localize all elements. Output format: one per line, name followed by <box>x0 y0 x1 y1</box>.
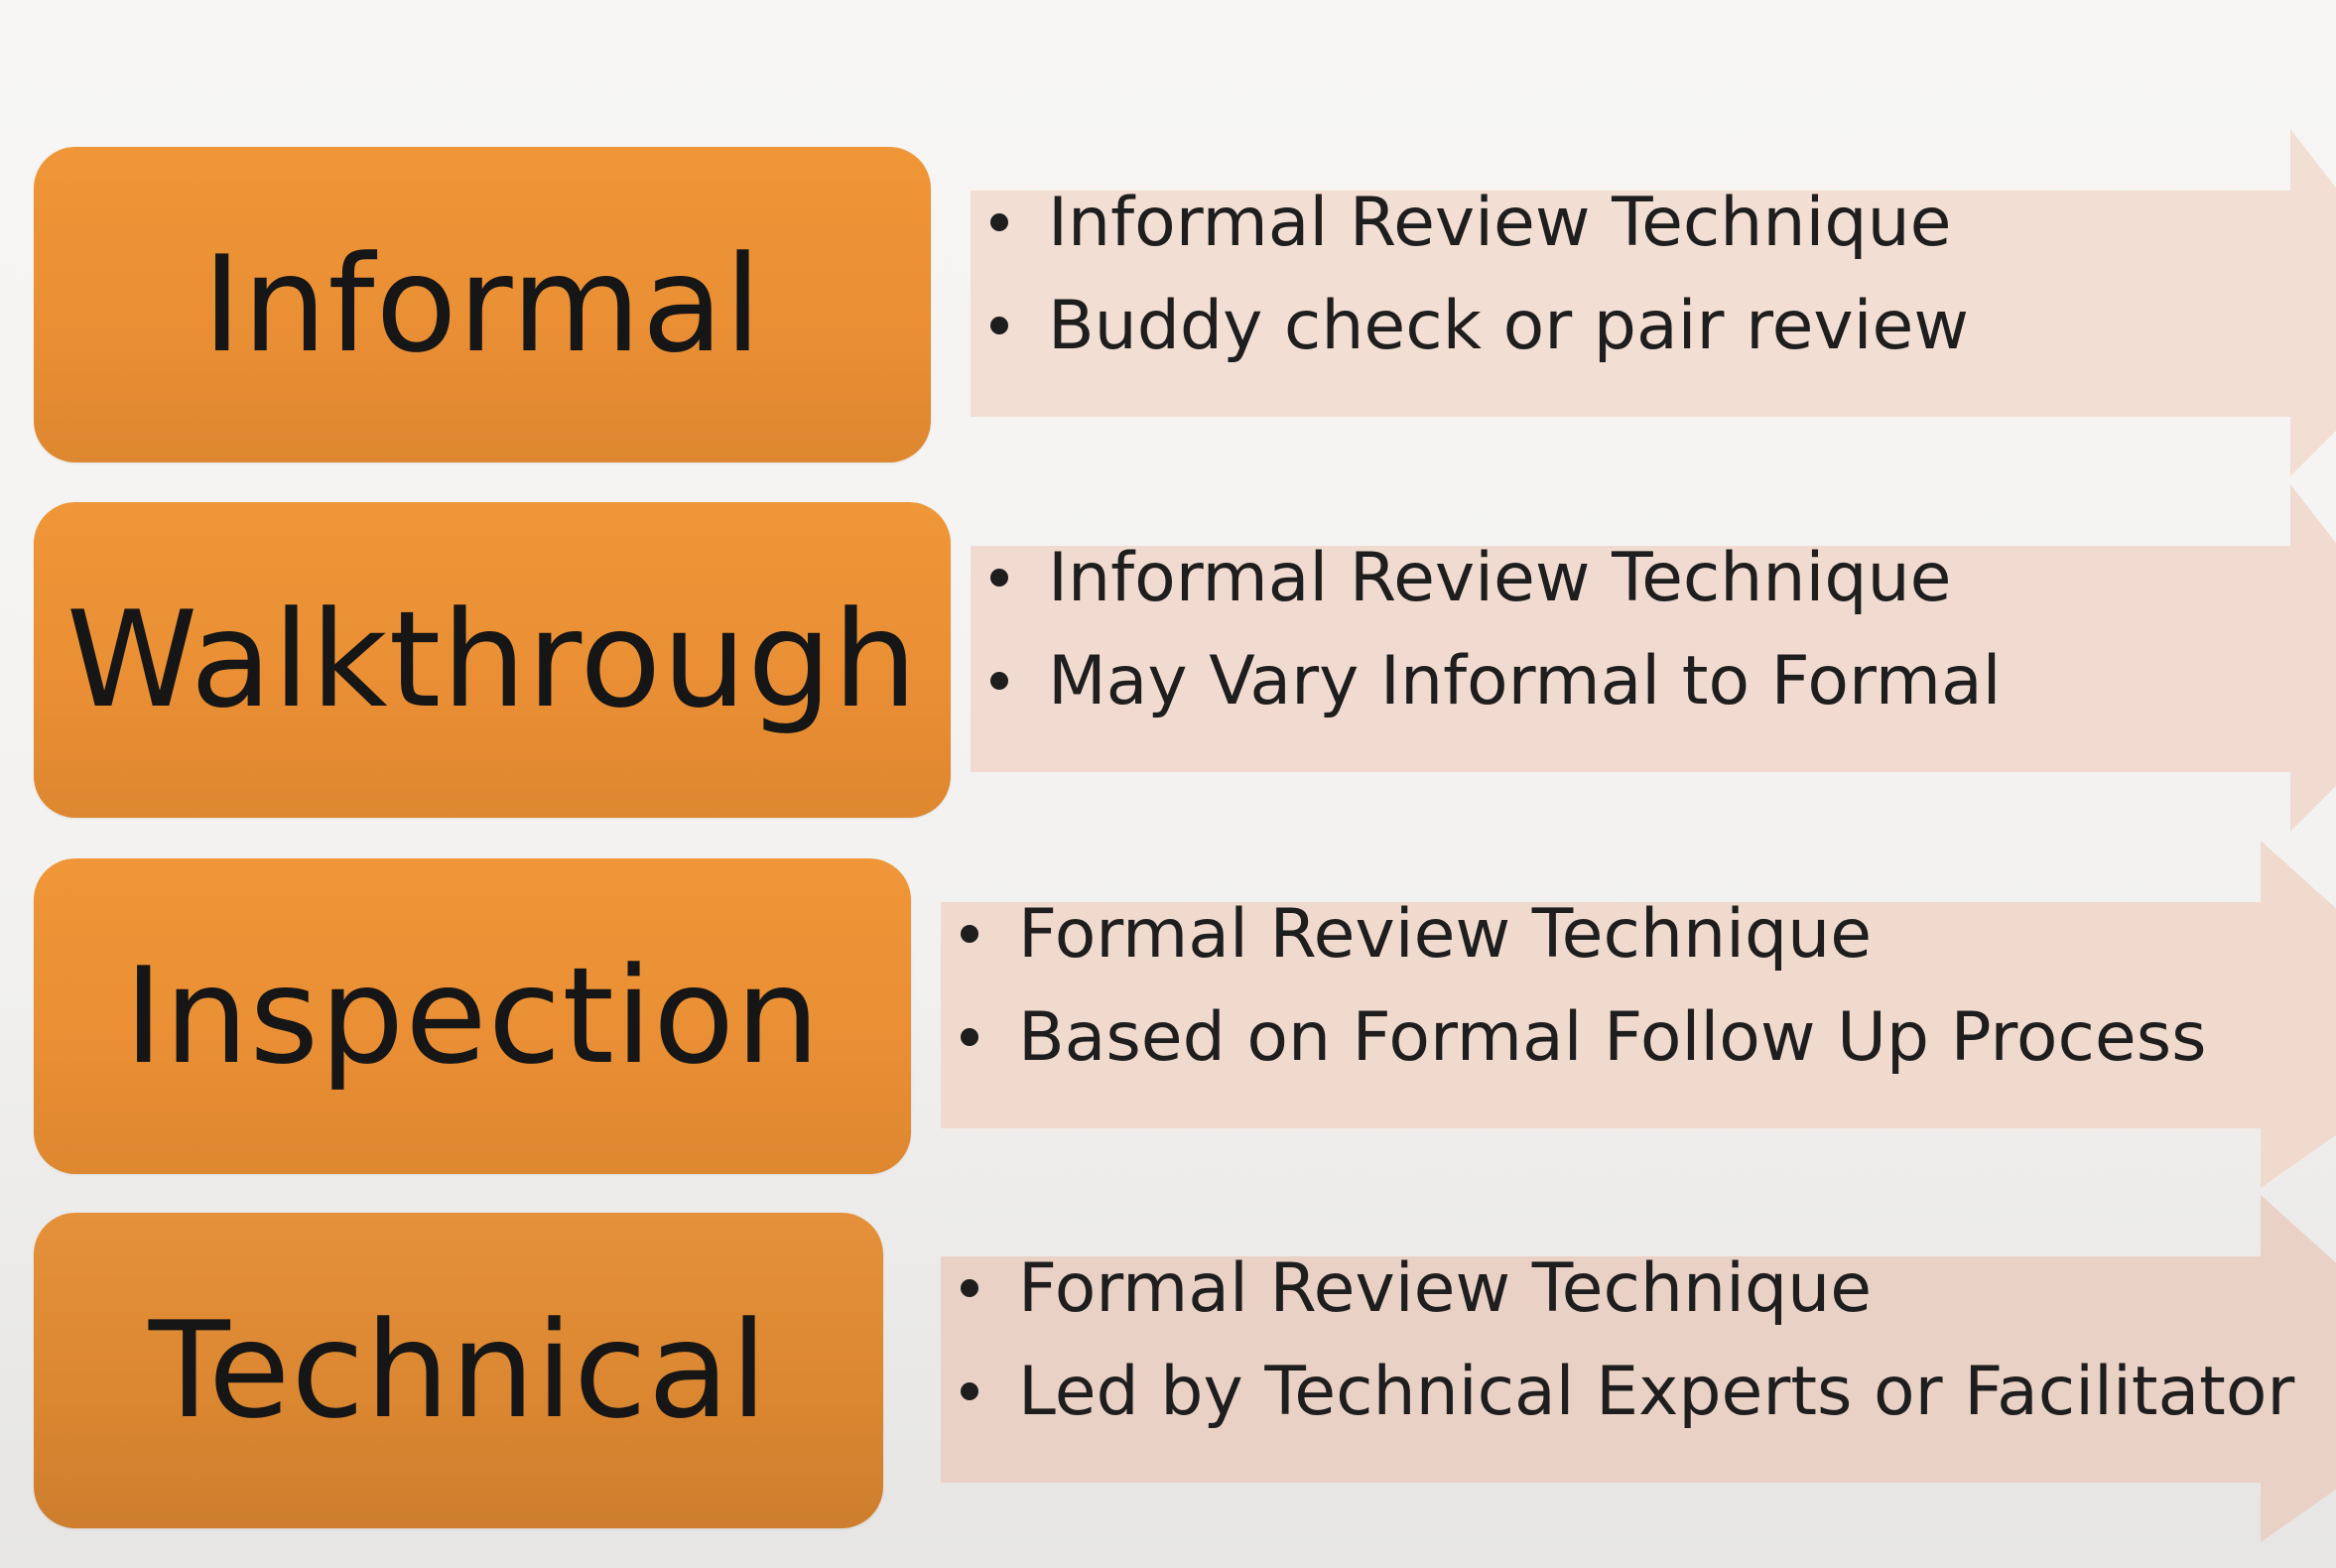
bullet-dot-icon <box>961 1028 978 1046</box>
bullet-text: Led by Technical Experts or Facilitator <box>1018 1353 2295 1431</box>
bullet-text: Informal Review Technique <box>1048 539 1952 617</box>
label-box-inspection: Inspection <box>34 858 911 1174</box>
bullet-dot-icon <box>990 569 1008 587</box>
bullet-item: Formal Review Technique <box>949 883 2207 986</box>
label-box-informal: Informal <box>34 147 931 462</box>
bullet-text: Based on Formal Follow Up Process <box>1018 998 2207 1077</box>
bullet-dot-icon <box>961 1382 978 1400</box>
bullet-dot-icon <box>990 672 1008 690</box>
bullet-text: Formal Review Technique <box>1018 895 1873 974</box>
arrow-shape-icon <box>971 484 2336 832</box>
bullet-text: Buddy check or pair review <box>1048 287 1969 365</box>
bullet-item: May Vary Informal to Formal <box>978 630 2002 733</box>
bullet-text: May Vary Informal to Formal <box>1048 642 2002 720</box>
bullet-list-inspection: Formal Review Technique Based on Formal … <box>949 883 2207 1090</box>
label-walkthrough: Walkthrough <box>65 583 919 737</box>
bullet-dot-icon <box>990 213 1008 231</box>
bullet-list-technical: Formal Review Technique Led by Technical… <box>949 1238 2294 1444</box>
label-technical: Technical <box>148 1293 769 1448</box>
bullet-text: Informal Review Technique <box>1048 184 1952 262</box>
bullet-item: Informal Review Technique <box>978 172 1969 275</box>
bullet-dot-icon <box>961 1279 978 1297</box>
bullet-list-walkthrough: Informal Review Technique May Vary Infor… <box>978 527 2002 733</box>
arrow-shape-icon <box>971 129 2336 476</box>
bullet-item: Buddy check or pair review <box>978 275 1969 378</box>
bullet-item: Formal Review Technique <box>949 1238 2294 1341</box>
bullet-text: Formal Review Technique <box>1018 1249 1873 1328</box>
label-box-technical: Technical <box>34 1213 883 1528</box>
bullet-dot-icon <box>990 317 1008 334</box>
bullet-list-informal: Informal Review Technique Buddy check or… <box>978 172 1969 378</box>
arrow-shape-icon <box>941 1195 2336 1542</box>
label-box-walkthrough: Walkthrough <box>34 502 951 818</box>
label-informal: Informal <box>201 227 763 382</box>
label-inspection: Inspection <box>123 939 822 1094</box>
bullet-dot-icon <box>961 925 978 943</box>
bullet-item: Based on Formal Follow Up Process <box>949 986 2207 1090</box>
bullet-item: Informal Review Technique <box>978 527 2002 630</box>
arrow-shape-icon <box>941 841 2336 1188</box>
bullet-item: Led by Technical Experts or Facilitator <box>949 1341 2294 1444</box>
